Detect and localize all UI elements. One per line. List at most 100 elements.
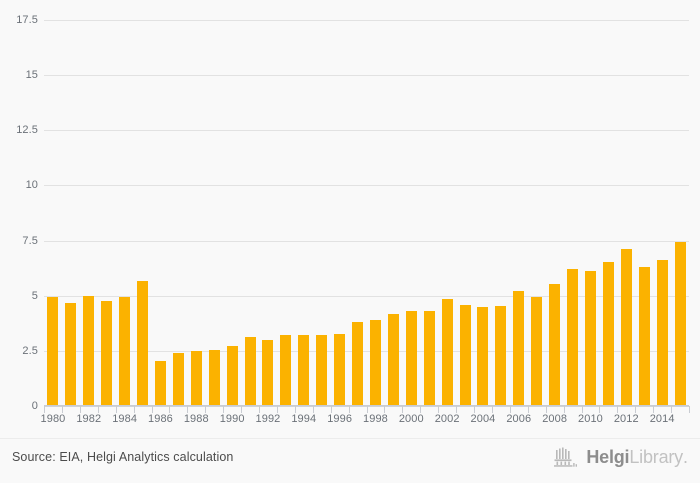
bar[interactable] [262, 339, 274, 406]
y-tick-label: 5 [31, 289, 38, 302]
x-axis-line [44, 405, 689, 406]
x-tick-label: 1984 [112, 413, 138, 425]
bar[interactable] [83, 295, 95, 406]
bar[interactable] [441, 299, 453, 406]
bar[interactable] [65, 303, 77, 406]
x-tick-label: 2000 [398, 413, 424, 425]
brand-secondary-text: Library [629, 447, 683, 467]
x-tick-label: 1982 [76, 413, 102, 425]
x-tick-label: 1998 [363, 413, 388, 425]
bar[interactable] [674, 241, 686, 406]
bar[interactable] [477, 306, 489, 406]
bar[interactable] [190, 350, 202, 406]
bar[interactable] [334, 334, 346, 406]
x-tick [653, 406, 655, 413]
source-note: Source: EIA, Helgi Analytics calculation [12, 450, 234, 464]
bar[interactable] [584, 271, 596, 406]
bar[interactable] [495, 305, 507, 406]
x-tick [348, 406, 350, 413]
x-tick [438, 406, 440, 413]
bar[interactable] [352, 322, 364, 406]
bar[interactable] [208, 349, 220, 406]
y-tick-label: 10 [25, 179, 38, 192]
x-tick-label: 1988 [183, 413, 209, 425]
x-tick-label: 2012 [613, 413, 639, 425]
x-tick [617, 406, 619, 413]
x-tick [671, 406, 673, 413]
x-tick [491, 406, 493, 413]
x-tick [61, 406, 63, 413]
bar[interactable] [531, 296, 543, 406]
bar[interactable] [369, 319, 381, 406]
bar[interactable] [172, 353, 184, 406]
y-tick-label: 17.5 [16, 14, 38, 26]
x-axis-ticks [44, 406, 690, 413]
bar[interactable] [244, 336, 256, 406]
bar[interactable] [119, 296, 131, 406]
bar[interactable] [459, 304, 471, 406]
bar[interactable] [47, 296, 59, 406]
x-tick-label: 2002 [434, 413, 460, 425]
y-axis: 0 2.5 5 7.5 10 12.5 15 17.5 [0, 14, 38, 412]
y-tick-label: 15 [25, 69, 38, 82]
x-tick-label: 2004 [470, 413, 496, 425]
x-tick [133, 406, 135, 413]
gridline [44, 130, 689, 132]
x-tick [509, 406, 511, 413]
x-tick [689, 406, 690, 413]
bar[interactable] [656, 260, 668, 406]
x-tick [44, 406, 45, 413]
x-tick [115, 406, 117, 413]
x-tick-label: 2010 [578, 413, 603, 425]
bar[interactable] [137, 281, 149, 406]
x-tick [456, 406, 458, 413]
x-tick-label: 2014 [649, 413, 675, 425]
x-tick [169, 406, 171, 413]
bar[interactable] [316, 335, 328, 406]
gridline [44, 295, 689, 297]
bar[interactable] [549, 283, 561, 406]
bar[interactable] [620, 249, 632, 406]
x-tick [187, 406, 189, 413]
bar[interactable] [101, 301, 113, 406]
x-tick [97, 406, 99, 413]
x-tick-label: 1994 [291, 413, 317, 425]
gridline [44, 20, 689, 21]
bar[interactable] [567, 269, 579, 406]
gridline [44, 75, 689, 77]
bar[interactable] [423, 311, 435, 406]
x-tick [294, 406, 296, 413]
x-tick [599, 406, 601, 413]
x-tick-label: 2008 [542, 413, 568, 425]
x-tick [205, 406, 207, 413]
gridline [44, 240, 689, 242]
bar[interactable] [638, 267, 650, 406]
x-tick [527, 406, 529, 413]
bar[interactable] [298, 335, 310, 406]
bar[interactable] [405, 311, 417, 406]
gridline [44, 350, 689, 352]
bar[interactable] [602, 261, 614, 406]
y-tick-label: 2.5 [22, 344, 38, 357]
bar[interactable] [387, 314, 399, 406]
x-tick [79, 406, 81, 413]
x-tick [635, 406, 637, 413]
y-tick-label: 0 [31, 400, 38, 412]
x-tick-label: 1990 [219, 413, 245, 425]
bar-series [44, 20, 689, 406]
x-tick [223, 406, 225, 413]
x-tick [151, 406, 153, 413]
bar[interactable] [513, 291, 525, 406]
brand-wordmark: HelgiLibrary. [586, 448, 688, 466]
bar[interactable] [154, 360, 166, 406]
x-tick [384, 406, 386, 413]
bar[interactable] [226, 346, 238, 406]
footer-divider [0, 438, 700, 439]
x-tick [420, 406, 422, 413]
y-tick-label: 7.5 [22, 234, 38, 247]
brand-suffix-text: . [682, 447, 688, 467]
y-tick-label: 12.5 [16, 124, 38, 137]
helgi-library-logo[interactable]: HelgiLibrary. [553, 447, 688, 467]
x-tick [241, 406, 243, 413]
bar[interactable] [280, 335, 292, 406]
